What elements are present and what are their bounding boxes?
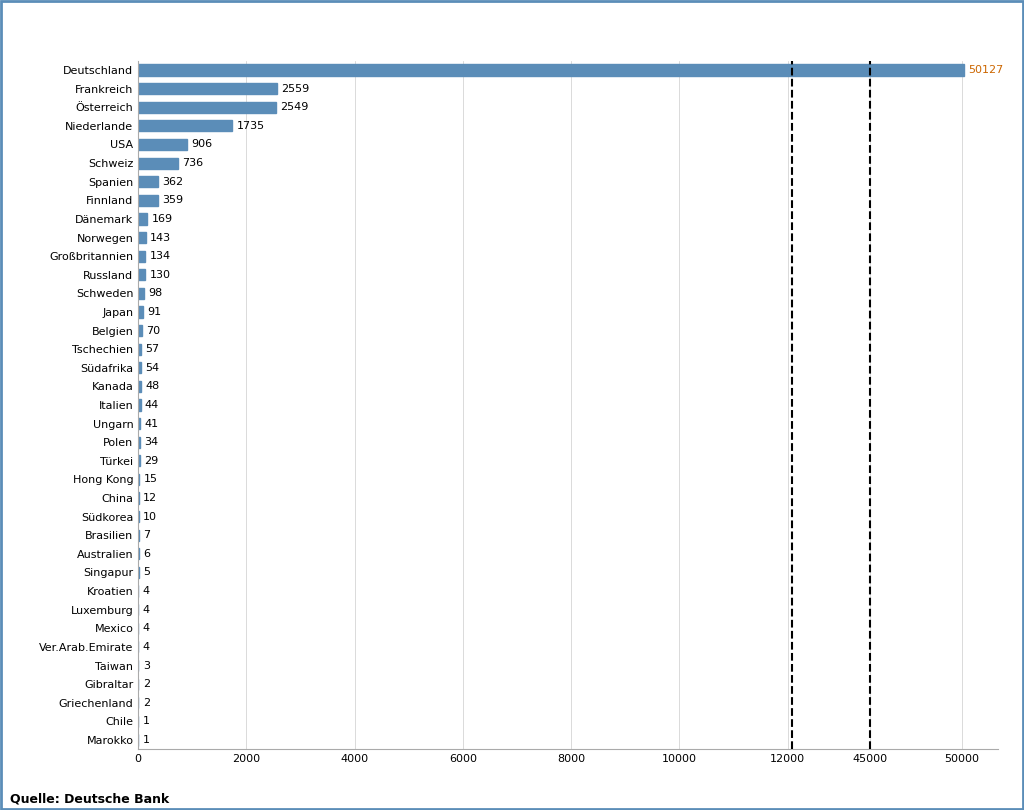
Text: 4: 4 [142, 586, 150, 596]
Bar [138, 232, 146, 243]
Bar [138, 455, 140, 467]
Text: 2559: 2559 [281, 83, 309, 94]
Text: 44: 44 [145, 400, 159, 410]
Text: 2: 2 [142, 679, 150, 689]
Bar [138, 343, 141, 355]
Text: 5: 5 [142, 568, 150, 578]
Text: 7: 7 [143, 531, 151, 540]
Text: 906: 906 [191, 139, 213, 150]
Text: 57: 57 [145, 344, 160, 354]
Bar [138, 83, 276, 94]
Text: 2549: 2549 [281, 102, 309, 113]
Text: 1: 1 [142, 716, 150, 727]
Text: 1735: 1735 [237, 121, 264, 131]
Text: 4: 4 [142, 642, 150, 652]
Text: 362: 362 [162, 177, 183, 186]
Text: 2: 2 [142, 697, 150, 708]
Bar [138, 288, 143, 299]
Text: 34: 34 [144, 437, 159, 447]
Text: 6: 6 [143, 549, 150, 559]
Bar [138, 139, 187, 150]
Bar [138, 306, 143, 318]
Text: 3: 3 [142, 660, 150, 671]
Text: 15: 15 [143, 475, 158, 484]
Text: 4: 4 [142, 624, 150, 633]
Text: 359: 359 [162, 195, 183, 205]
Bar [138, 418, 140, 429]
Text: 169: 169 [152, 214, 173, 224]
Bar [138, 399, 140, 411]
Text: 736: 736 [182, 158, 204, 168]
Bar [138, 176, 158, 187]
Text: 29: 29 [144, 456, 159, 466]
Bar [138, 194, 158, 206]
Text: 70: 70 [146, 326, 161, 335]
Text: 143: 143 [151, 232, 171, 242]
Bar [138, 213, 147, 224]
Bar [138, 102, 276, 113]
Text: 50127: 50127 [969, 65, 1004, 75]
Bar [138, 381, 141, 392]
Text: 10: 10 [143, 512, 157, 522]
Text: 41: 41 [144, 419, 159, 428]
Bar [138, 65, 965, 75]
Text: 4: 4 [142, 605, 150, 615]
Bar [138, 437, 140, 448]
Text: 98: 98 [147, 288, 162, 298]
Text: 54: 54 [145, 363, 160, 373]
Text: Quelle: Deutsche Bank: Quelle: Deutsche Bank [10, 793, 170, 806]
Bar [138, 121, 232, 131]
Bar [138, 157, 178, 168]
Text: 12: 12 [143, 493, 158, 503]
Bar [138, 269, 145, 280]
Text: 130: 130 [150, 270, 171, 279]
Bar [138, 362, 141, 373]
Text: Grafik 4: Herkunft der Basiswerte im Aktienbereich (Anzahl): Grafik 4: Herkunft der Basiswerte im Akt… [10, 20, 575, 38]
Text: 1: 1 [142, 735, 150, 745]
Bar [138, 250, 145, 262]
Text: 48: 48 [145, 382, 160, 391]
Bar [138, 325, 142, 336]
Text: 91: 91 [147, 307, 162, 317]
Text: 134: 134 [150, 251, 171, 261]
